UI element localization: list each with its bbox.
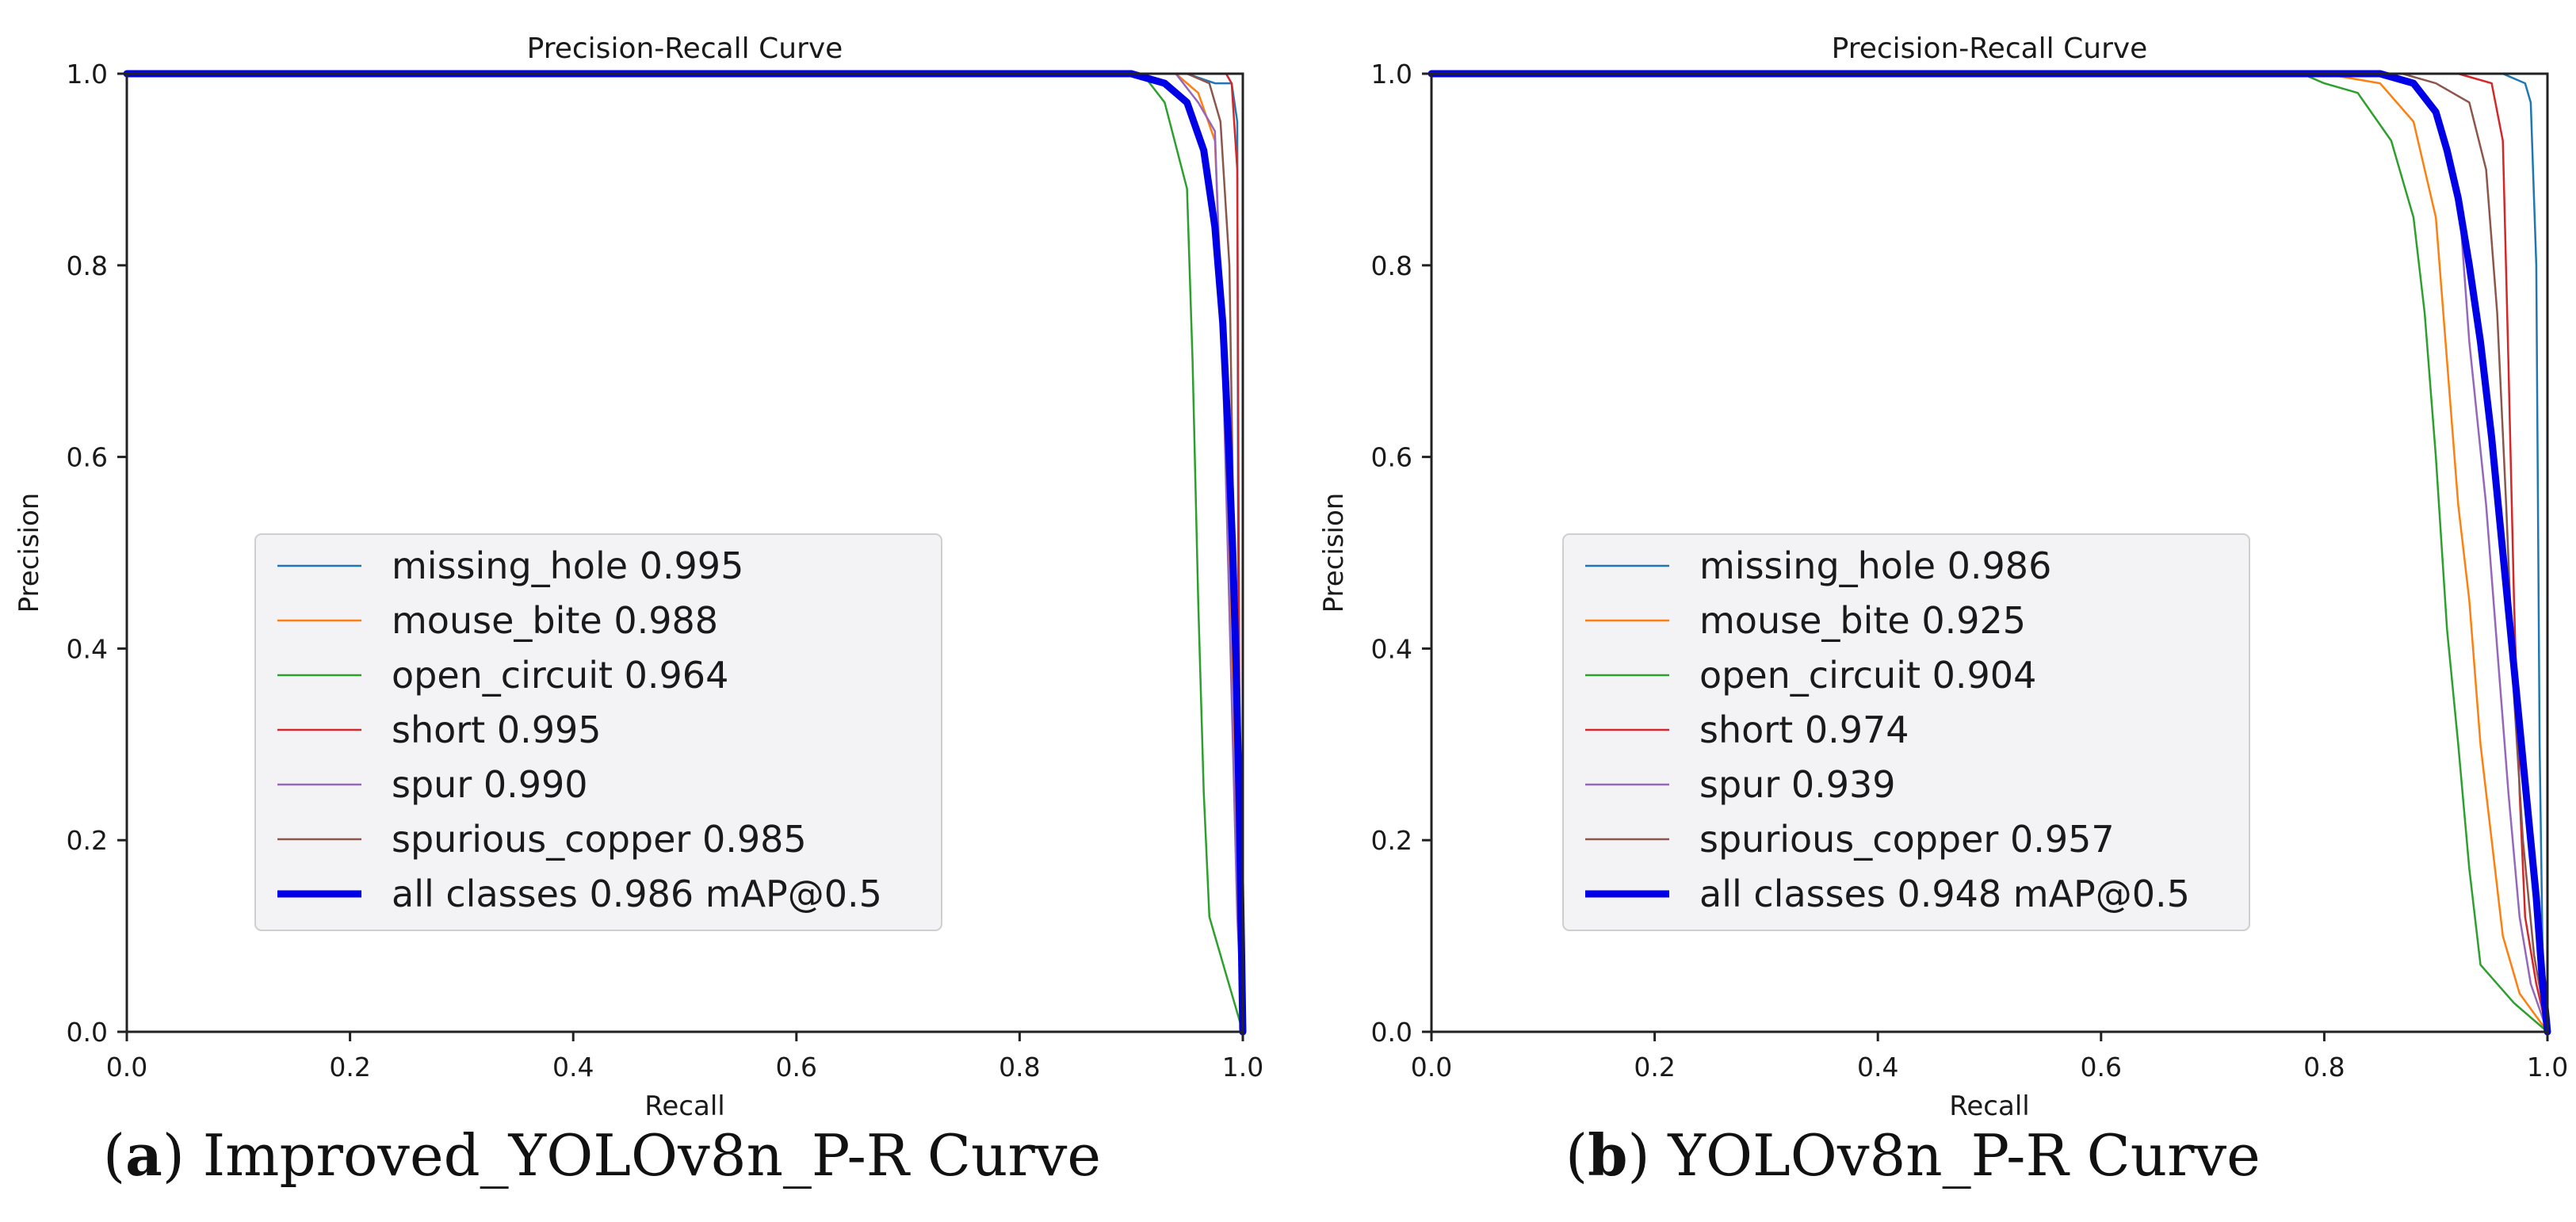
series-line-2: [1430, 72, 2549, 1033]
x-axis-label: Recall: [644, 1090, 724, 1122]
caption-b-text: YOLOv8n_P-R Curve: [1668, 1122, 2261, 1189]
legend-label-4: spur 0.939: [1699, 763, 1896, 806]
x-tick-label-4: 0.8: [2303, 1052, 2345, 1083]
y-tick-label-0: 0.0: [1371, 1017, 1412, 1048]
chart-1: 0.0 0.2 0.4 0.6 0.8 1.0 0.0 0.2 0.4 0.6 0.8 1.0 Prec…: [1318, 32, 2568, 1122]
legend-label-0: missing_hole 0.995: [392, 544, 743, 587]
chart-title: Precision-Recall Curve: [527, 32, 843, 65]
chart-0: 0.0 0.2 0.4 0.6 0.8 1.0 0.0 0.2 0.4 0.6 0.8 1.0 Prec…: [13, 32, 1263, 1122]
x-tick-label-1: 0.2: [329, 1052, 370, 1083]
legend: missing_hole 0.995 mouse_bite 0.988 open_c…: [254, 533, 942, 931]
y-tick-label-1: 0.2: [1371, 825, 1412, 856]
series-line-6: [1428, 70, 2551, 1036]
axes-frame: [1430, 72, 2549, 1033]
axes-frame: [125, 72, 1244, 1033]
series-line-1: [1430, 72, 2549, 1033]
series-line-6: [123, 70, 1247, 1036]
legend: missing_hole 0.986 mouse_bite 0.925 open_c…: [1562, 533, 2250, 931]
legend-label-2: open_circuit 0.964: [392, 654, 728, 697]
legend-label-3: short 0.974: [1699, 708, 1909, 751]
y-tick-label-4: 0.8: [67, 250, 108, 281]
x-tick-label-5: 1.0: [1222, 1052, 1263, 1083]
legend-box: [1562, 533, 2250, 931]
legend-label-1: mouse_bite 0.988: [392, 599, 718, 642]
caption-a-letter: a: [125, 1121, 162, 1189]
y-tick-label-5: 1.0: [67, 59, 108, 90]
legend-label-6: all classes 0.948 mAP@0.5: [1699, 873, 2190, 915]
legend-label-5: spurious_copper 0.985: [392, 818, 807, 861]
x-tick-label-0: 0.0: [106, 1052, 147, 1083]
x-tick-label-4: 0.8: [999, 1052, 1040, 1083]
y-tick-label-2: 0.4: [1371, 633, 1412, 664]
x-tick-label-1: 0.2: [1634, 1052, 1675, 1083]
caption-a: (a) Improved_YOLOv8n_P-R Curve: [103, 1121, 1102, 1189]
caption-a-text: Improved_YOLOv8n_P-R Curve: [202, 1122, 1102, 1189]
x-tick-label-2: 0.4: [552, 1052, 594, 1083]
y-tick-label-1: 0.2: [67, 825, 108, 856]
series-line-2: [125, 72, 1244, 1033]
x-tick-label-3: 0.6: [776, 1052, 817, 1083]
y-tick-label-5: 1.0: [1371, 59, 1412, 90]
y-tick-label-4: 0.8: [1371, 250, 1412, 281]
legend-label-4: spur 0.990: [392, 763, 588, 806]
y-axis-label: Precision: [13, 493, 45, 613]
x-axis-label: Recall: [1949, 1090, 2029, 1122]
legend-box: [254, 533, 942, 931]
legend-label-5: spurious_copper 0.957: [1699, 818, 2115, 861]
x-tick-label-0: 0.0: [1411, 1052, 1452, 1083]
legend-label-2: open_circuit 0.904: [1699, 654, 2036, 697]
legend-label-3: short 0.995: [392, 708, 602, 751]
y-tick-label-3: 0.6: [1371, 442, 1412, 473]
y-axis-label: Precision: [1318, 493, 1350, 613]
caption-b: (b) YOLOv8n_P-R Curve: [1565, 1121, 2261, 1189]
legend-label-6: all classes 0.986 mAP@0.5: [392, 873, 882, 915]
y-tick-label-3: 0.6: [67, 442, 108, 473]
legend-label-0: missing_hole 0.986: [1699, 544, 2051, 587]
caption-b-letter: b: [1588, 1121, 1628, 1189]
x-tick-label-2: 0.4: [1857, 1052, 1898, 1083]
x-tick-label-5: 1.0: [2527, 1052, 2568, 1083]
legend-label-1: mouse_bite 0.925: [1699, 599, 2026, 642]
y-tick-label-2: 0.4: [67, 633, 108, 664]
x-tick-label-3: 0.6: [2081, 1052, 2122, 1083]
series-line-5: [1430, 72, 2549, 1033]
y-tick-label-0: 0.0: [67, 1017, 108, 1048]
chart-title: Precision-Recall Curve: [1832, 32, 2148, 65]
